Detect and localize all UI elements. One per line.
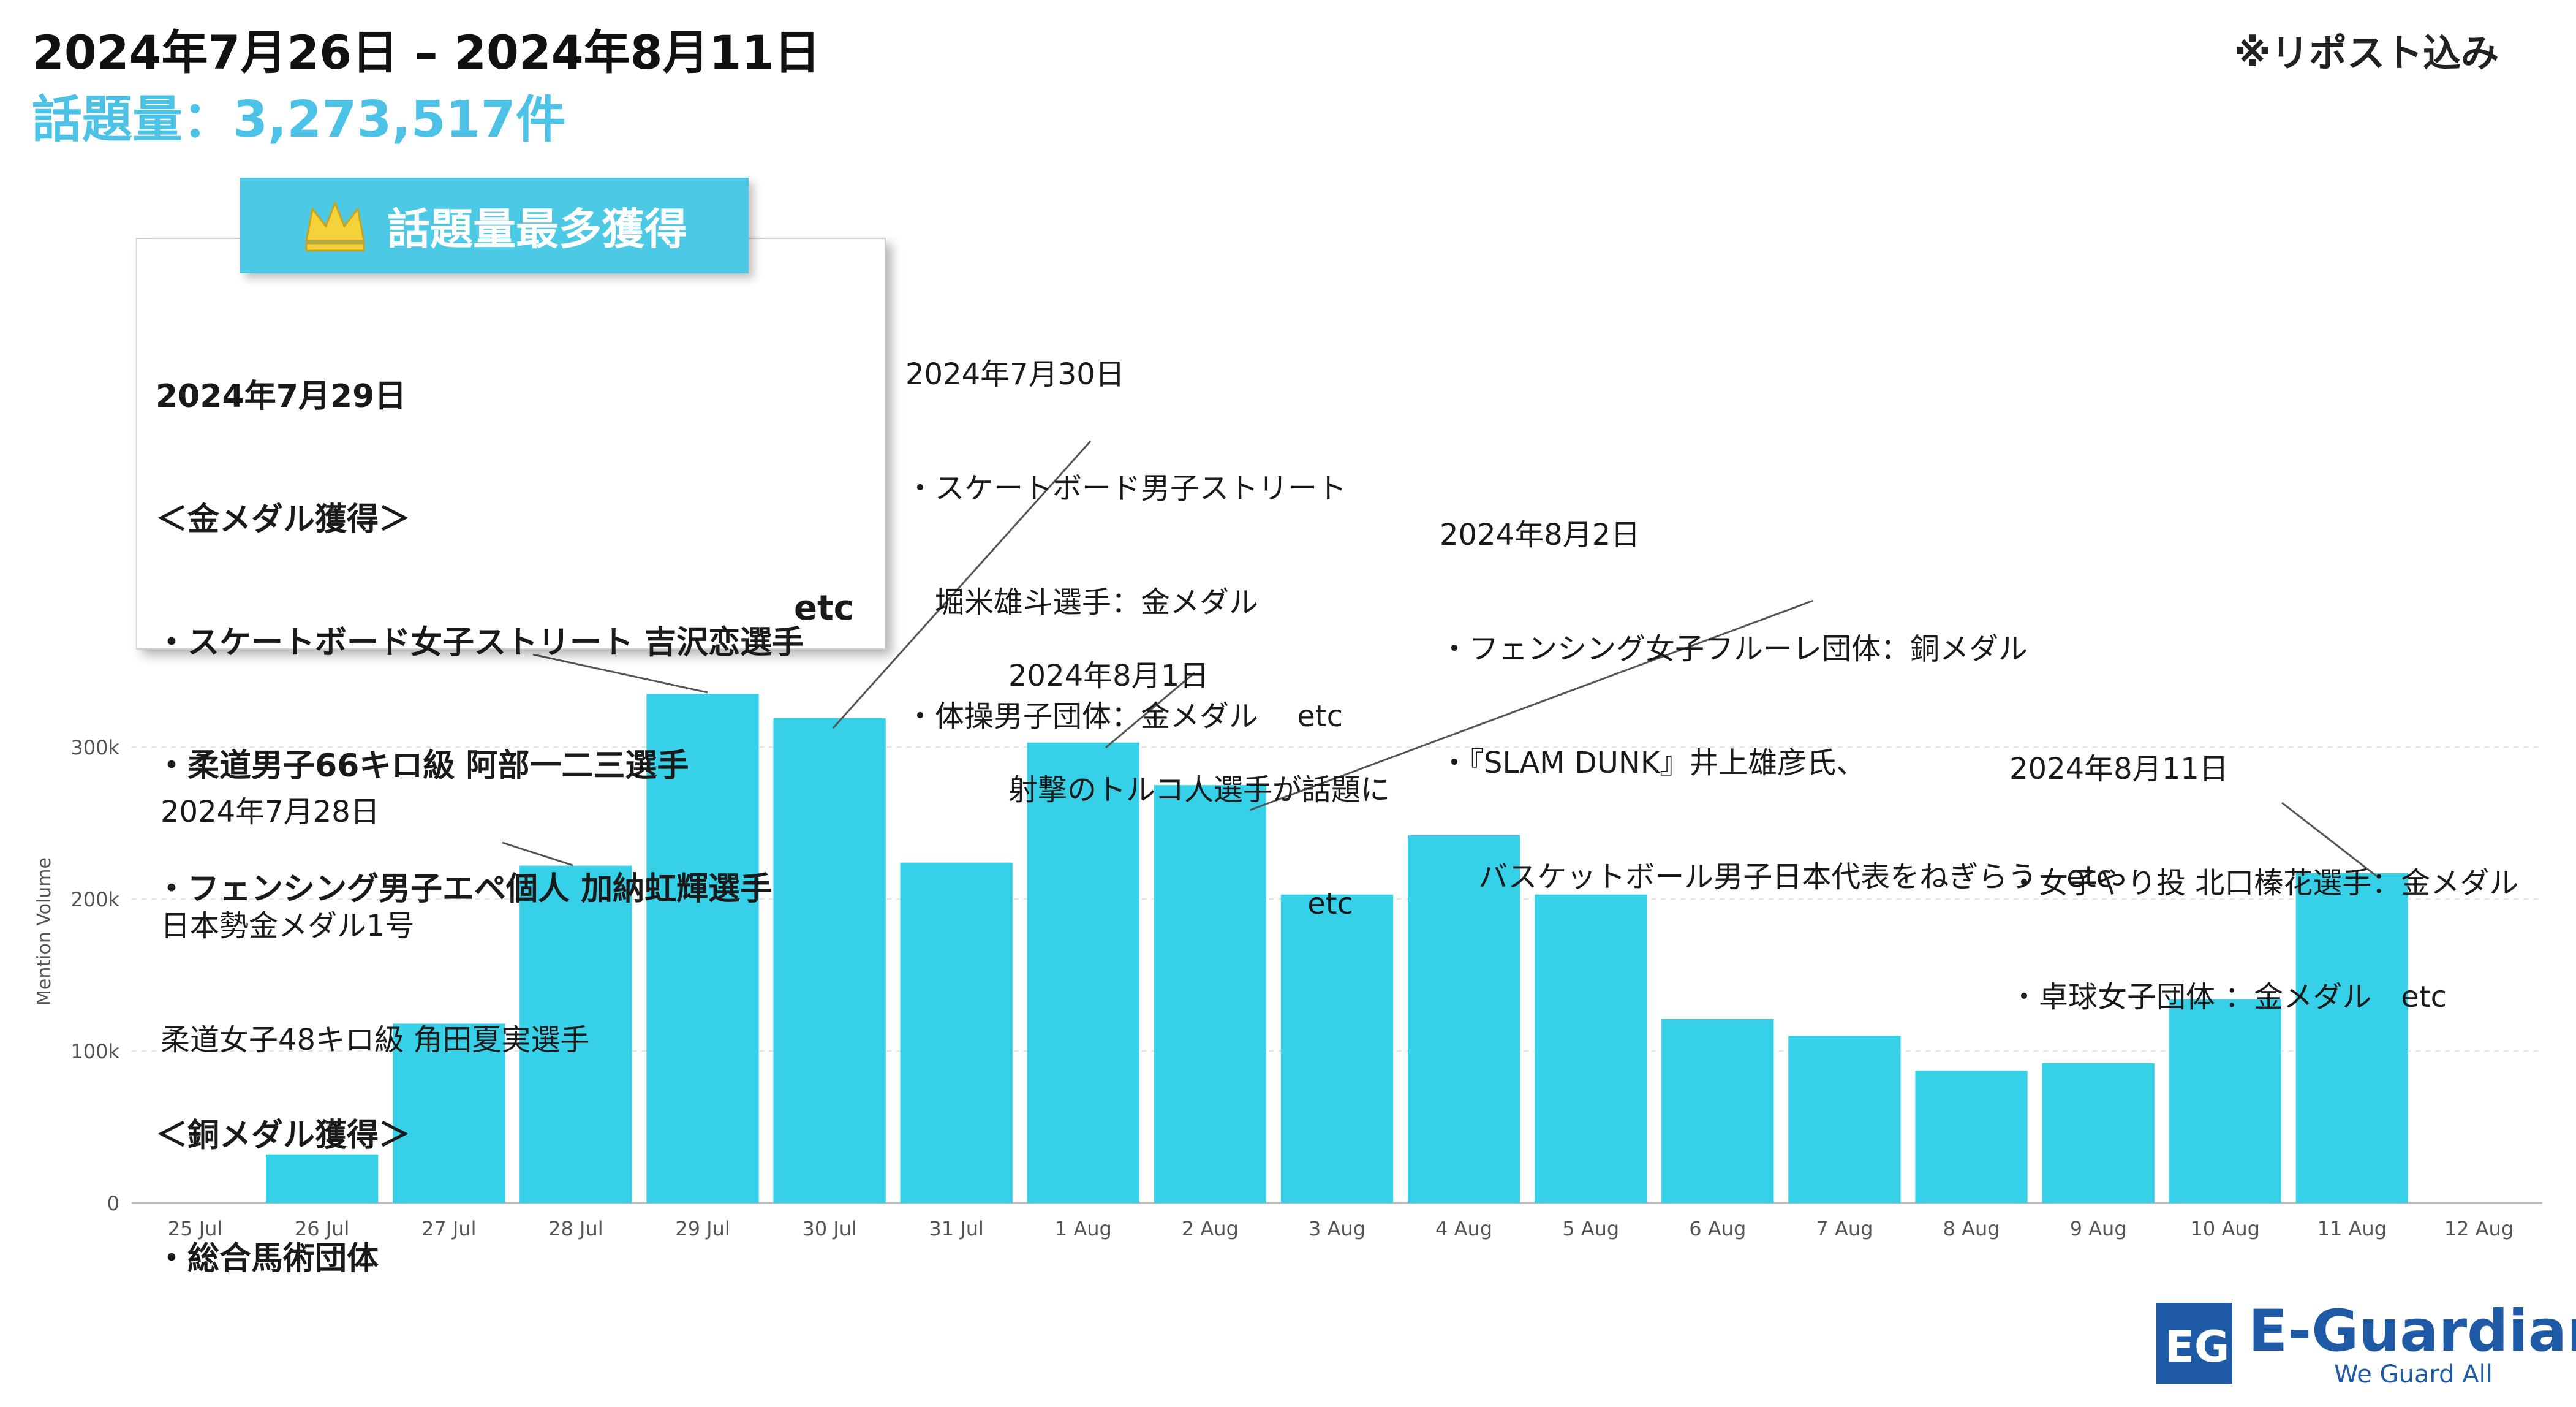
- x-tick-label: 31 Jul: [929, 1217, 984, 1240]
- repost-note: ※リポスト込み: [2234, 31, 2499, 75]
- x-tick-label: 26 Jul: [295, 1217, 350, 1240]
- callout-etc: etc: [794, 588, 854, 628]
- logo-letters: EG: [2165, 1322, 2229, 1372]
- y-tick-label: 200k: [70, 888, 119, 911]
- callout-line: ＜金メダル獲得＞: [156, 501, 411, 538]
- x-tick-label: 1 Aug: [1055, 1217, 1112, 1240]
- x-tick-label: 2 Aug: [1182, 1217, 1239, 1240]
- x-tick-label: 11 Aug: [2317, 1217, 2387, 1240]
- bar-2-aug: [1154, 785, 1267, 1203]
- annotation-line: 2024年8月1日: [1008, 659, 1209, 693]
- x-tick-label: 27 Jul: [421, 1217, 477, 1240]
- leader-aug2: [1249, 599, 1814, 811]
- y-tick-label: 0: [107, 1192, 119, 1215]
- logo-mark-icon: EG: [2165, 1322, 2229, 1372]
- x-tick-label: 12 Aug: [2444, 1217, 2514, 1240]
- callout-line: ・フェンシング男子エペ個人 加納虹輝選手: [156, 871, 772, 908]
- annotation-line: 柔道女子48キロ級 角田夏実選手: [161, 1023, 590, 1057]
- total-mentions: 話題量：3,273,517件: [32, 91, 566, 149]
- leader-lines: [502, 440, 2378, 878]
- y-tick-label: 300k: [70, 736, 119, 759]
- annotation-aug1: 2024年8月1日 射撃のトルコ人選手が話題に etc: [1008, 581, 1390, 961]
- annotation-line: 堀米雄斗選手：金メダル: [905, 585, 1259, 620]
- bar-27-jul: [393, 1023, 505, 1203]
- annotation-jul30: 2024年7月30日 ・スケートボード男子ストリート 堀米雄斗選手：金メダル ・…: [905, 279, 1347, 773]
- callout-tab: 話題量最多獲得: [240, 178, 749, 273]
- annotation-line: 日本勢金メダル1号: [161, 909, 415, 943]
- leader-aug1: [1105, 672, 1195, 749]
- leader-jul29: [532, 653, 708, 694]
- annotation-line: ・フェンシング女子フルーレ団体：銅メダル: [1440, 632, 2028, 666]
- x-tick-label: 25 Jul: [168, 1217, 223, 1240]
- annotation-line: 2024年7月28日: [161, 795, 380, 829]
- x-tick-label: 7 Aug: [1816, 1217, 1873, 1240]
- annotation-line: バスケットボール男子日本代表をねぎらう etc: [1440, 860, 2113, 894]
- callout-line: ・総合馬術団体: [156, 1240, 379, 1277]
- callout-date: 2024年7月29日: [156, 378, 407, 415]
- annotation-line: ・スケートボード男子ストリート: [905, 471, 1347, 506]
- annotation-line: 2024年7月30日: [905, 357, 1125, 392]
- x-tick-label: 29 Jul: [675, 1217, 730, 1240]
- callout-line: ＜銅メダル獲得＞: [156, 1117, 411, 1154]
- annotation-aug2: 2024年8月2日 ・フェンシング女子フルーレ団体：銅メダル ・『SLAM DU…: [1440, 440, 2112, 934]
- x-tick-label: 9 Aug: [2070, 1217, 2127, 1240]
- x-tick-label: 3 Aug: [1309, 1217, 1365, 1240]
- callout-text: 2024年7月29日 ＜金メダル獲得＞ ・スケートボード女子ストリート 吉沢恋選…: [156, 294, 804, 1362]
- top-day-callout: 2024年7月29日 ＜金メダル獲得＞ ・スケートボード女子ストリート 吉沢恋選…: [136, 238, 886, 1277]
- leader-jul28: [502, 841, 573, 867]
- bar-29-jul: [646, 694, 759, 1203]
- annotation-line: ・女子やり投 北口榛花選手：金メダル: [2009, 866, 2519, 900]
- y-axis-ticks: 0 100k 200k 300k: [70, 736, 119, 1215]
- annotation-line: etc: [1008, 887, 1353, 921]
- e-guardian-logo: EG E-Guardian We Guard All: [2156, 1298, 2576, 1395]
- bar-6-aug: [1661, 1018, 1774, 1203]
- x-tick-label: 8 Aug: [1943, 1217, 2000, 1240]
- x-tick-label: 28 Jul: [548, 1217, 603, 1240]
- bar-8-aug: [1915, 1071, 2028, 1203]
- bar-28-jul: [519, 865, 632, 1203]
- logo-mark: EG: [2156, 1303, 2232, 1384]
- callout-line: ・スケートボード女子ストリート 吉沢恋選手: [156, 624, 804, 661]
- bars: [266, 694, 2408, 1203]
- leader-aug11: [2281, 802, 2378, 878]
- bar-26-jul: [266, 1154, 379, 1203]
- bar-3-aug: [1280, 894, 1394, 1203]
- x-axis-ticks: 25 Jul 26 Jul 27 Jul 28 Jul 29 Jul 30 Jul 31 J…: [168, 1217, 2514, 1240]
- crown-icon: [305, 200, 365, 252]
- annotation-line: 2024年8月2日: [1440, 518, 1641, 552]
- annotation-line: 2024年8月11日: [2009, 752, 2229, 786]
- annotation-jul28: 2024年7月28日 日本勢金メダル1号 柔道女子48キロ級 角田夏実選手: [161, 717, 589, 1097]
- leader-jul30: [832, 440, 1092, 729]
- bar-10-aug: [2169, 999, 2281, 1203]
- x-tick-label: 4 Aug: [1435, 1217, 1492, 1240]
- bar-1-aug: [1027, 742, 1139, 1203]
- bar-7-aug: [1788, 1036, 1901, 1203]
- annotation-aug11: 2024年8月11日 ・女子やり投 北口榛花選手：金メダル ・卓球女子団体 ：金…: [2009, 674, 2518, 1054]
- bar-11-aug: [2295, 873, 2408, 1203]
- bar-9-aug: [2042, 1063, 2155, 1203]
- bar-4-aug: [1407, 835, 1520, 1203]
- x-tick-label: 30 Jul: [802, 1217, 857, 1240]
- x-tick-label: 6 Aug: [1689, 1217, 1746, 1240]
- y-axis-label: Mention Volume: [34, 857, 55, 1006]
- y-tick-label: 100k: [70, 1040, 119, 1063]
- logo-tagline: We Guard All: [2334, 1360, 2493, 1389]
- logo-name: E-Guardian: [2248, 1298, 2576, 1365]
- annotation-line: ・体操男子団体：金メダル etc: [905, 699, 1343, 734]
- page-title: 2024年7月26日 – 2024年8月11日: [32, 25, 821, 80]
- annotation-line: ・卓球女子団体 ：金メダル etc: [2009, 980, 2447, 1014]
- callout-tab-label: 話題量最多獲得: [387, 203, 687, 254]
- annotation-line: ・『SLAM DUNK』井上雄彦氏、: [1440, 746, 1866, 780]
- bar-31-jul: [900, 862, 1013, 1203]
- bar-5-aug: [1535, 894, 1647, 1203]
- annotation-line: 射撃のトルコ人選手が話題に: [1008, 773, 1391, 807]
- x-tick-label: 10 Aug: [2191, 1217, 2260, 1240]
- bar-30-jul: [773, 718, 886, 1203]
- callout-line: ・柔道男子66キロ級 阿部一二三選手: [156, 748, 689, 784]
- x-tick-label: 5 Aug: [1562, 1217, 1619, 1240]
